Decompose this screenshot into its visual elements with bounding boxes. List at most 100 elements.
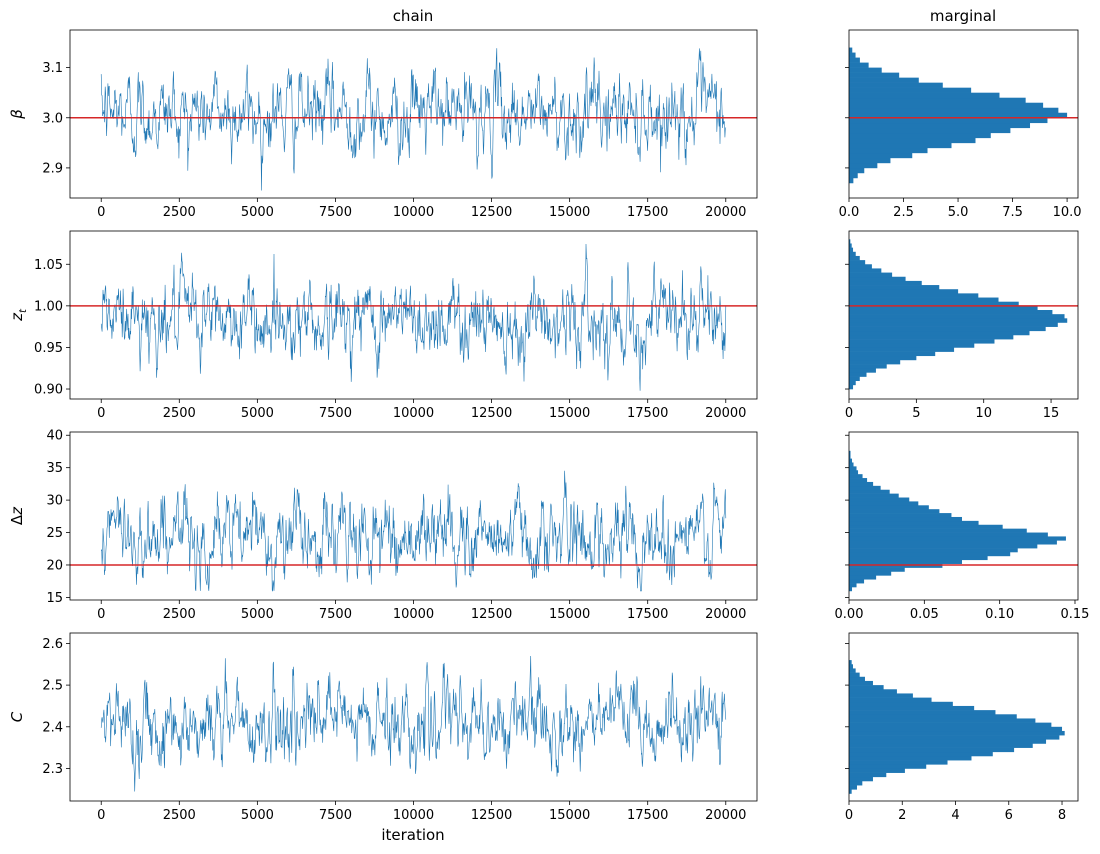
x-tick-label: 15000	[549, 205, 590, 220]
histogram-bar	[849, 780, 863, 786]
x-tick-label: 2	[898, 808, 906, 823]
x-tick-label: 2500	[163, 808, 196, 823]
histogram-bar	[849, 513, 952, 518]
histogram-bar	[849, 343, 975, 348]
histogram-bar	[849, 384, 854, 390]
histogram-bar	[849, 255, 860, 261]
histogram-bar	[849, 72, 900, 78]
marginal-axes-frame	[848, 632, 1079, 802]
histogram-bar	[849, 297, 999, 302]
histogram-bar	[849, 276, 906, 282]
histogram-bar	[849, 102, 1044, 109]
histogram-bar	[849, 536, 1066, 541]
histogram-bar	[849, 760, 948, 765]
histogram-bar	[849, 579, 865, 584]
histogram-bar	[849, 701, 953, 707]
x-tick-label: 0.10	[985, 607, 1014, 622]
histogram-bar	[849, 680, 873, 686]
marginal-panel-4: 0 2 4 6 8	[845, 632, 1079, 823]
histogram-bar	[849, 380, 856, 386]
histogram-bar	[849, 251, 856, 257]
x-tick-label: 7.5	[1002, 205, 1023, 220]
y-tick-label: 40	[46, 429, 63, 444]
histogram-bar	[849, 47, 853, 53]
histogram-bar	[849, 528, 1027, 533]
histogram-bar	[849, 571, 892, 576]
y-axis-label: Δz	[8, 506, 26, 525]
histogram-bar	[849, 458, 853, 463]
chain-panel-3: 0 2500 5000 7500 10000 12500 15000 17500 20000 15…	[8, 429, 758, 622]
histogram-bar	[849, 167, 865, 174]
marginal-panel-1: 0.0 2.5 5.0 7.5 10.0	[839, 29, 1082, 220]
y-tick-label: 1.05	[34, 258, 63, 273]
histogram-bar	[849, 567, 905, 572]
histogram-bar	[849, 730, 1065, 736]
histogram-bar	[849, 747, 1015, 753]
x-tick-label: 0	[97, 607, 105, 622]
histogram-bar	[849, 772, 887, 778]
x-tick-label: 20000	[705, 205, 746, 220]
histogram-bar	[849, 339, 995, 344]
histogram-bar	[849, 714, 1017, 719]
x-tick-label: 17500	[627, 808, 668, 823]
histogram-bar	[849, 152, 913, 159]
histogram-bar	[849, 532, 1048, 537]
histogram-bar	[849, 247, 854, 253]
x-tick-label: 17500	[627, 406, 668, 421]
x-tick-label: 20000	[705, 808, 746, 823]
x-tick-label: 2500	[163, 607, 196, 622]
x-tick-label: 5000	[241, 808, 274, 823]
histogram-bar	[849, 305, 1038, 311]
histogram-bar	[849, 751, 993, 757]
y-tick-label: 3.1	[42, 61, 63, 76]
x-tick-label: 0.00	[835, 607, 864, 622]
y-tick-label: 3.0	[42, 111, 63, 126]
histogram-bar	[849, 301, 1019, 307]
marginal-panel-2: 0 5 10 15	[845, 230, 1079, 421]
histogram-bar	[849, 664, 853, 669]
histogram-bar	[849, 575, 877, 580]
y-axis-label-text: C	[8, 711, 26, 722]
histogram-bar	[849, 310, 1053, 315]
x-tick-label: 4	[951, 808, 959, 823]
histogram-bar	[849, 52, 856, 58]
x-tick-label: 7500	[319, 808, 352, 823]
histogram-bar	[849, 280, 922, 286]
histogram-bar	[849, 454, 851, 459]
x-tick-label: 15	[1043, 406, 1060, 421]
histogram-bar	[849, 470, 859, 475]
x-tick-label: 15000	[549, 607, 590, 622]
x-tick-label: 0	[97, 406, 105, 421]
x-tick-label: 5000	[241, 205, 274, 220]
histogram-bar	[849, 347, 955, 352]
histogram-bar	[849, 162, 878, 169]
histogram-bar	[849, 668, 856, 673]
x-tick-label: 20000	[705, 607, 746, 622]
histogram-bar	[849, 157, 891, 164]
histogram-bar	[849, 689, 897, 694]
chain-axes-frame	[69, 431, 758, 601]
marginal-panel-3: 0.00 0.05 0.10 0.15	[835, 431, 1089, 622]
x-tick-label: 17500	[627, 205, 668, 220]
histogram-bar	[849, 685, 884, 690]
y-tick-label: 2.6	[42, 637, 63, 652]
y-axis-label: C	[8, 711, 26, 722]
x-tick-label: 7500	[319, 607, 352, 622]
histogram-bar	[849, 112, 1068, 119]
x-tick-label: 0	[97, 808, 105, 823]
x-tick-label: 0	[845, 406, 853, 421]
x-tick-label: 0	[97, 205, 105, 220]
x-tick-label: 15000	[549, 406, 590, 421]
y-axis-label-text: β	[8, 109, 26, 120]
histogram-bar	[849, 243, 852, 248]
x-tick-label: 10000	[393, 406, 434, 421]
x-tick-label: 10000	[393, 607, 434, 622]
x-axis-label: iteration	[381, 826, 444, 844]
x-tick-label: 0	[845, 808, 853, 823]
histogram-bar	[849, 117, 1048, 124]
histogram-bar	[849, 132, 991, 139]
histogram-bar	[849, 364, 887, 369]
x-tick-label: 12500	[471, 607, 512, 622]
marginal-column-title: marginal	[930, 7, 996, 25]
histogram-bar	[849, 82, 943, 88]
